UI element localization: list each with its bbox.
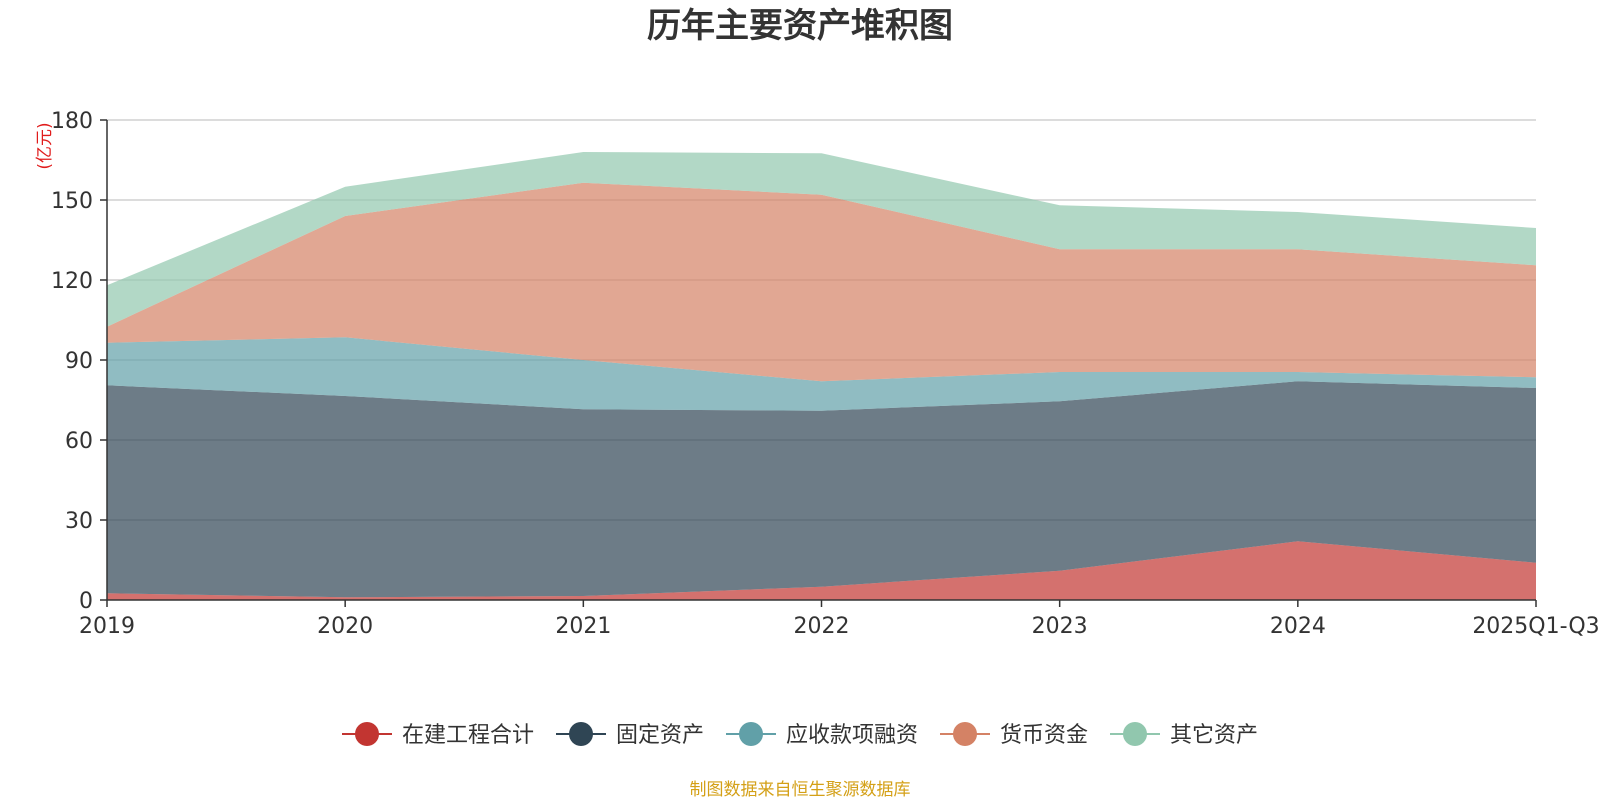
legend-item-4[interactable]: 其它资产 <box>1110 722 1258 748</box>
y-tick-label: 150 <box>51 189 93 214</box>
legend-item-0[interactable]: 在建工程合计 <box>342 722 534 748</box>
y-tick-label: 180 <box>51 109 93 134</box>
legend-marker <box>953 722 977 746</box>
area-series-0[interactable] <box>107 541 1536 600</box>
area-series-4[interactable] <box>107 152 1536 327</box>
y-tick-label: 60 <box>65 429 93 454</box>
area-series-3[interactable] <box>107 182 1536 382</box>
x-tick-label: 2024 <box>1270 614 1326 639</box>
legend-item-2[interactable]: 应收款项融资 <box>726 722 918 748</box>
axes: 0 30 60 90 120 150 180 2019 2020 2021 2022 2023 2024… <box>51 109 1600 639</box>
x-tick-label: 2023 <box>1032 614 1088 639</box>
x-tick-label: 2020 <box>317 614 373 639</box>
legend-label: 在建工程合计 <box>402 723 534 748</box>
x-tick-label: 2019 <box>79 614 135 639</box>
y-tick-label: 120 <box>51 269 93 294</box>
plot-area <box>107 152 1536 600</box>
legend-label: 其它资产 <box>1170 723 1258 748</box>
x-tick-label: 2021 <box>555 614 611 639</box>
legend-marker <box>1123 722 1147 746</box>
source-note: 制图数据来自恒生聚源数据库 <box>690 780 911 800</box>
y-axis-unit-label: (亿元) <box>35 122 55 169</box>
x-tick-label: 2025Q1-Q3 <box>1472 614 1599 639</box>
y-tick-label: 30 <box>65 509 93 534</box>
chart-title: 历年主要资产堆积图 <box>647 6 953 46</box>
area-series-1[interactable] <box>107 381 1536 598</box>
x-tick-label: 2022 <box>794 614 850 639</box>
y-tick-label: 0 <box>79 589 93 614</box>
y-tick-label: 90 <box>65 349 93 374</box>
legend-marker <box>739 722 763 746</box>
legend[interactable]: 在建工程合计 固定资产 应收款项融资 货币资金 其它资产 <box>342 722 1258 748</box>
legend-item-3[interactable]: 货币资金 <box>940 722 1088 748</box>
legend-label: 固定资产 <box>616 723 704 748</box>
legend-label: 应收款项融资 <box>786 723 918 748</box>
legend-marker <box>569 722 593 746</box>
legend-item-1[interactable]: 固定资产 <box>556 722 704 748</box>
legend-label: 货币资金 <box>1000 723 1088 748</box>
legend-marker <box>355 722 379 746</box>
area-series-2[interactable] <box>107 337 1536 411</box>
